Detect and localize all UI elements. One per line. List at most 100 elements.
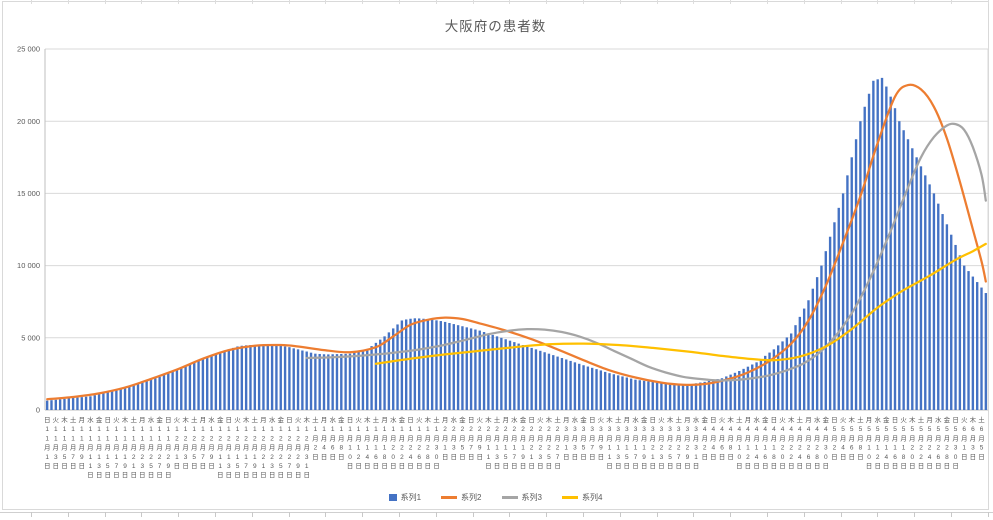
legend-label: 系列1 (400, 493, 422, 502)
line-series-3[interactable] (305, 122, 987, 382)
svg-text:15 000: 15 000 (17, 189, 40, 198)
chart-legend[interactable]: 系列1 系列2 系列3 系列4 (3, 492, 988, 503)
column-tick (951, 512, 952, 517)
legend-item-3[interactable]: 系列3 (501, 492, 542, 503)
legend-item-4[interactable]: 系列4 (561, 492, 603, 503)
bar-series-1[interactable] (45, 77, 988, 411)
legend-item-1[interactable]: 系列1 (388, 492, 422, 503)
column-tick (325, 0, 327, 4)
chart-area[interactable]: 大阪府の患者数 0 5 000 10 000 15 000 20 000 25 000 日 1… (2, 1, 989, 510)
line-series-4[interactable] (374, 242, 987, 365)
line-series-2[interactable] (46, 83, 987, 401)
column-tick (141, 512, 143, 517)
column-tick (619, 512, 621, 517)
legend-item-2[interactable]: 系列2 (441, 492, 482, 503)
column-tick (877, 512, 879, 517)
column-tick (546, 0, 548, 4)
column-tick (215, 0, 216, 4)
column-tick (987, 0, 989, 4)
column-tick (914, 512, 916, 517)
column-tick (362, 0, 364, 4)
column-tick (472, 512, 474, 517)
column-tick (435, 0, 437, 4)
legend-label: 系列3 (521, 493, 542, 502)
column-tick (730, 512, 732, 517)
column-tick (215, 512, 216, 517)
column-tick (31, 512, 32, 517)
column-tick (141, 0, 143, 4)
column-tick (251, 0, 253, 4)
column-tick (178, 512, 180, 517)
column-tick (619, 0, 621, 4)
legend-label: 系列2 (461, 493, 482, 502)
x-axis-labels: 日 1 1 月 1 日火 1 1 月 3 日木 1 1 月 5 日土 1 1 月 7 日月 1 1 月 9 日水 1 1 月 1 1 日金 1 1… (44, 415, 985, 479)
column-tick (803, 512, 805, 517)
column-tick (583, 512, 584, 517)
y-axis-labels: 0 5 000 10 000 15 000 20 000 25 000 (17, 45, 40, 415)
column-tick (325, 512, 327, 517)
column-tick (656, 0, 658, 4)
svg-text:10 000: 10 000 (17, 261, 40, 270)
chart-title[interactable]: 大阪府の患者数 (444, 19, 547, 34)
legend-label: 系列4 (581, 493, 603, 502)
column-tick (767, 512, 768, 517)
worksheet-row-gridline (0, 512, 993, 513)
column-tick (951, 0, 952, 4)
column-tick (767, 0, 768, 4)
column-tick (840, 0, 842, 4)
column-tick (693, 0, 695, 4)
svg-text:5 000: 5 000 (21, 333, 40, 342)
